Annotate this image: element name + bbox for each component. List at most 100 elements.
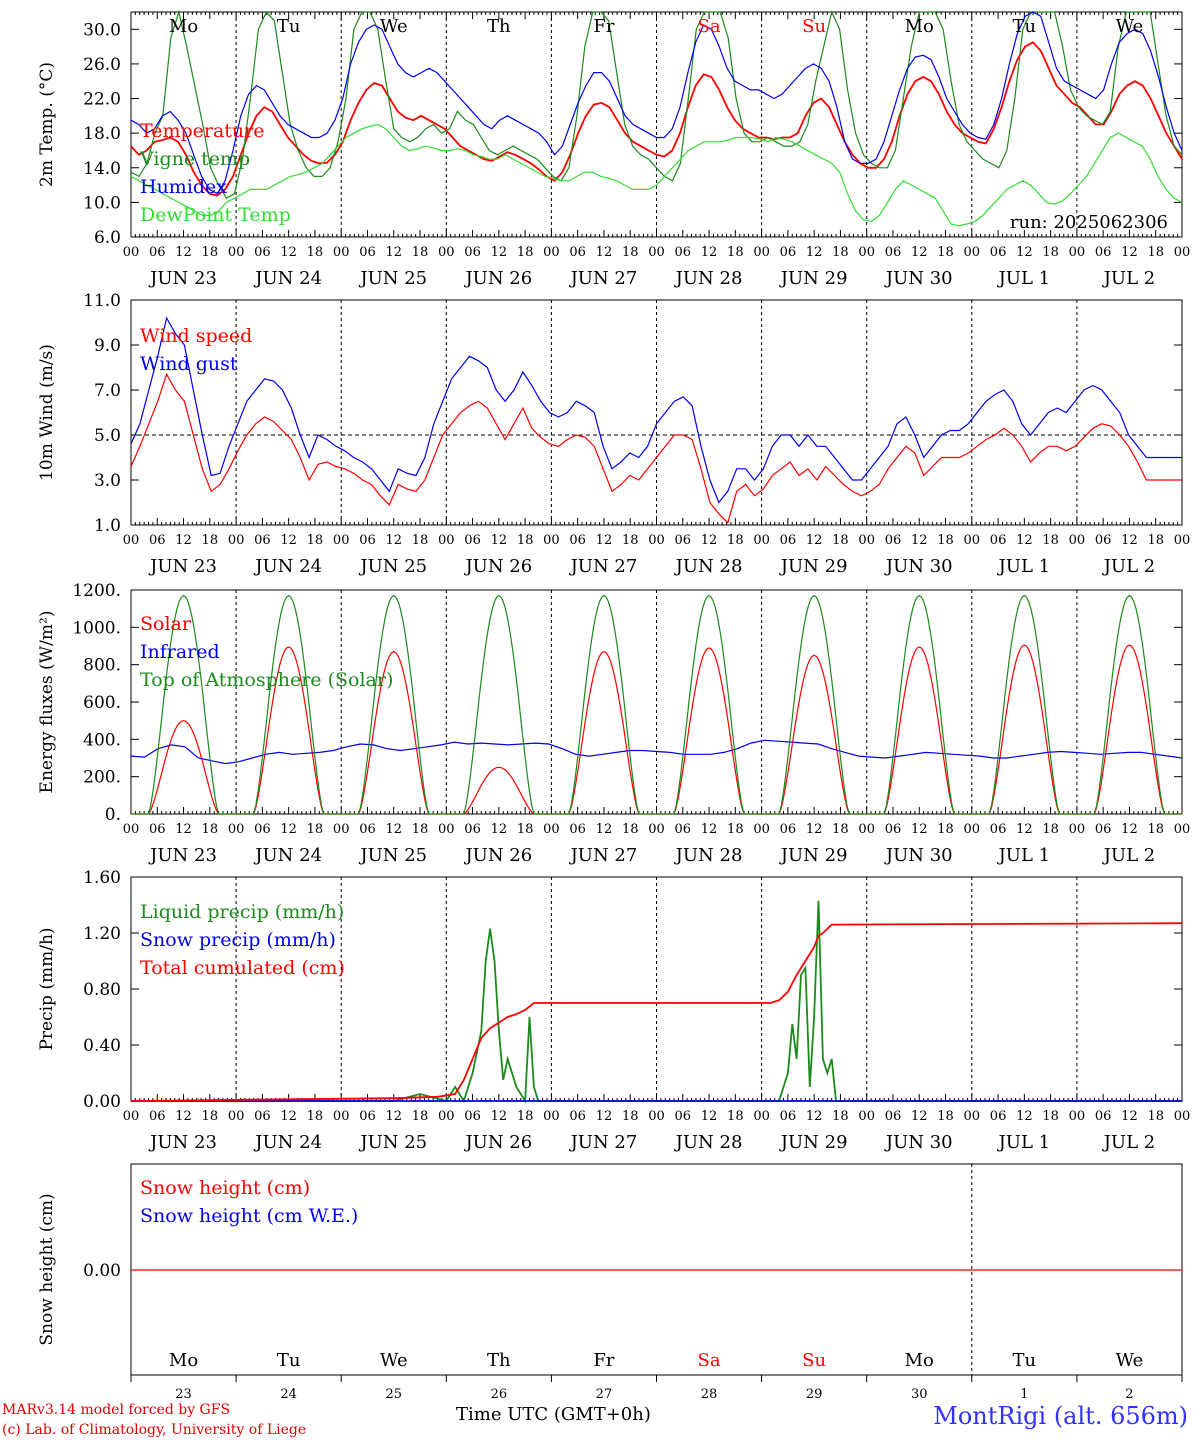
day-label: JUN 27 xyxy=(569,556,638,577)
hour-label: 00 xyxy=(438,245,455,260)
legend-entry: Top of Atmosphere (Solar) xyxy=(140,669,393,691)
day-label: JUN 24 xyxy=(253,268,322,289)
series-wind-speed xyxy=(130,372,1182,524)
hour-label: 00 xyxy=(753,1109,770,1124)
hour-label: 18 xyxy=(622,822,639,837)
hour-label: 06 xyxy=(359,533,376,548)
hour-label: 18 xyxy=(1042,533,1059,548)
hour-label: 18 xyxy=(832,245,849,260)
hour-label: 18 xyxy=(517,533,534,548)
hour-label: 18 xyxy=(412,822,429,837)
hour-label: 18 xyxy=(202,245,219,260)
weekday-label: We xyxy=(1116,1350,1144,1371)
y-axis-label: Precip (mm/h) xyxy=(37,927,57,1050)
y-tick-label: 9.0 xyxy=(94,336,121,356)
hour-label: 06 xyxy=(990,245,1007,260)
day-label: JUN 26 xyxy=(463,268,532,289)
hour-label: 18 xyxy=(832,1109,849,1124)
hour-label: 06 xyxy=(990,533,1007,548)
hour-label: 00 xyxy=(123,245,140,260)
hour-label: 12 xyxy=(491,533,508,548)
legend-entry: Snow precip (mm/h) xyxy=(140,929,336,951)
day-number: 2 xyxy=(1125,1387,1133,1402)
hour-label: 06 xyxy=(675,1109,692,1124)
hour-label: 06 xyxy=(149,822,166,837)
hour-label: 12 xyxy=(1016,533,1033,548)
day-label: JUN 26 xyxy=(463,845,532,866)
hour-label: 06 xyxy=(464,822,481,837)
hour-label: 00 xyxy=(648,822,665,837)
hour-label: 00 xyxy=(858,822,875,837)
day-label: JUN 30 xyxy=(884,845,953,866)
hour-label: 00 xyxy=(543,1109,560,1124)
hour-label: 18 xyxy=(727,533,744,548)
y-tick-label: 800. xyxy=(83,656,121,676)
hour-label: 12 xyxy=(385,245,402,260)
day-label: JUN 29 xyxy=(779,268,848,289)
hour-label: 00 xyxy=(123,533,140,548)
y-axis-label: 10m Wind (m/s) xyxy=(37,344,57,481)
hour-label: 12 xyxy=(806,533,823,548)
hour-label: 06 xyxy=(464,245,481,260)
weekday-label: Sa xyxy=(698,1350,721,1371)
hour-label: 00 xyxy=(438,1109,455,1124)
y-axis-label: Energy fluxes (W/m²) xyxy=(37,611,57,794)
day-label: JUN 26 xyxy=(463,1132,532,1153)
day-label: JUN 30 xyxy=(884,1132,953,1153)
hour-label: 00 xyxy=(1174,533,1191,548)
hour-label: 12 xyxy=(596,822,613,837)
hour-label: 06 xyxy=(780,533,797,548)
hour-label: 06 xyxy=(675,245,692,260)
hour-label: 06 xyxy=(1095,822,1112,837)
hour-label: 18 xyxy=(622,1109,639,1124)
day-label: JUN 28 xyxy=(674,845,743,866)
hour-label: 00 xyxy=(333,822,350,837)
hour-label: 06 xyxy=(359,1109,376,1124)
hour-label: 06 xyxy=(885,822,902,837)
hour-label: 00 xyxy=(753,245,770,260)
hour-label: 18 xyxy=(727,1109,744,1124)
day-label: JUN 27 xyxy=(569,845,638,866)
legend-entry: Wind gust xyxy=(140,353,238,375)
hour-label: 12 xyxy=(1016,245,1033,260)
hour-label: 06 xyxy=(569,1109,586,1124)
hour-label: 12 xyxy=(806,1109,823,1124)
y-tick-label: 1.60 xyxy=(83,868,121,888)
day-label: JUL 1 xyxy=(997,268,1051,289)
hour-label: 00 xyxy=(333,1109,350,1124)
y-tick-label: 6.0 xyxy=(94,228,121,248)
day-label: JUL 1 xyxy=(997,845,1051,866)
weekday-label: We xyxy=(380,16,408,37)
series-dewpoint-temp xyxy=(130,123,1183,227)
hour-label: 12 xyxy=(911,822,928,837)
series-top-of-atmosphere-solar- xyxy=(131,594,1182,815)
hour-label: 12 xyxy=(491,245,508,260)
hour-label: 18 xyxy=(1042,1109,1059,1124)
run-label: run: 2025062306 xyxy=(1010,212,1168,233)
y-tick-label: 600. xyxy=(83,693,121,713)
model-credit: MARv3.14 model forced by GFS xyxy=(2,1402,231,1418)
day-number: 26 xyxy=(491,1387,508,1402)
hour-label: 12 xyxy=(385,1109,402,1124)
hour-label: 18 xyxy=(727,822,744,837)
hour-label: 18 xyxy=(202,533,219,548)
legend-entry: Solar xyxy=(140,613,192,635)
day-label: JUN 27 xyxy=(569,1132,638,1153)
hour-label: 00 xyxy=(228,822,245,837)
hour-label: 12 xyxy=(1121,533,1138,548)
time-axis-label: Time UTC (GMT+0h) xyxy=(456,1404,651,1425)
hour-label: 00 xyxy=(858,245,875,260)
day-label: JUN 23 xyxy=(148,1132,217,1153)
hour-label: 12 xyxy=(385,533,402,548)
hour-label: 12 xyxy=(280,533,297,548)
day-number: 28 xyxy=(701,1387,718,1402)
weekday-label: Th xyxy=(487,16,511,37)
y-tick-label: 0.40 xyxy=(83,1036,121,1056)
hour-label: 18 xyxy=(622,533,639,548)
hour-label: 18 xyxy=(202,822,219,837)
hour-label: 18 xyxy=(937,245,954,260)
hour-label: 06 xyxy=(359,245,376,260)
day-number: 24 xyxy=(280,1387,297,1402)
hour-label: 12 xyxy=(175,245,192,260)
